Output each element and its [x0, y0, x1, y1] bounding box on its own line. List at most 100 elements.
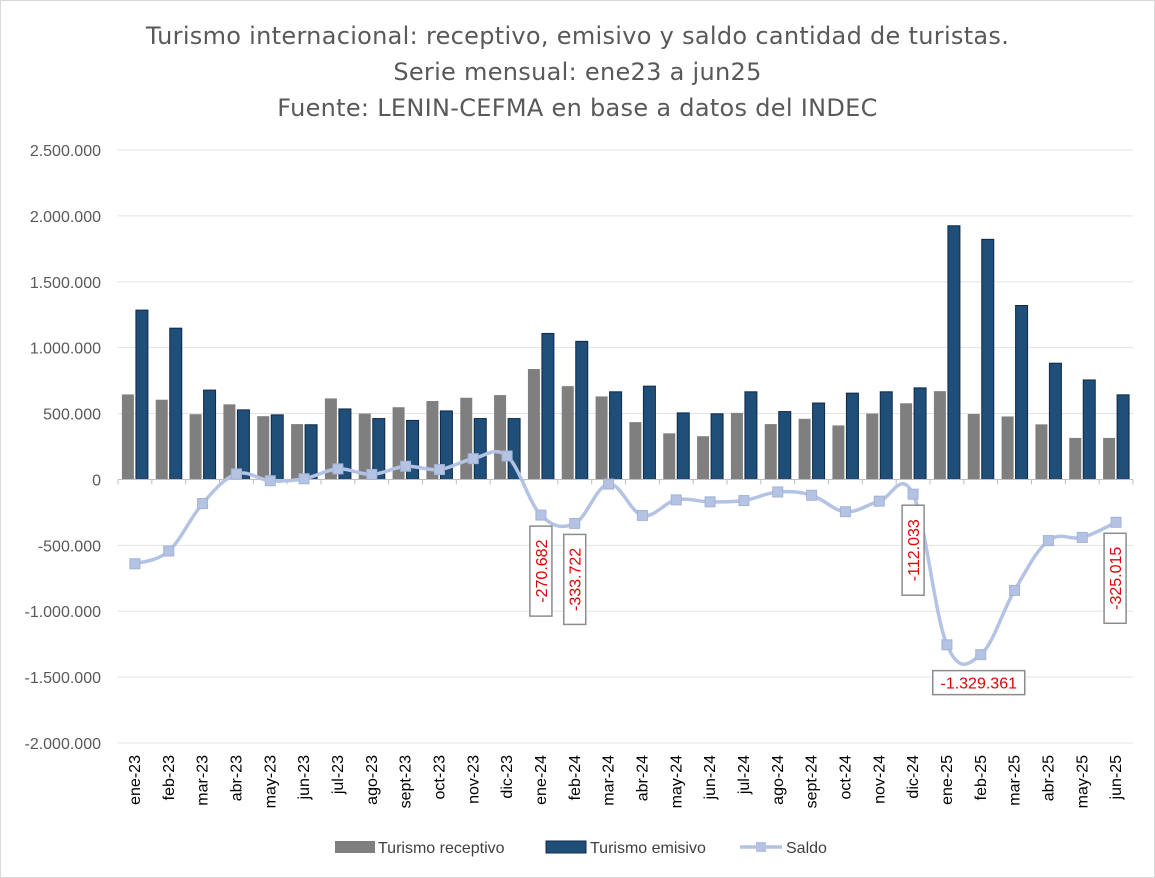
saldo-marker [1009, 584, 1021, 596]
x-tick-label: nov-24 [871, 755, 888, 804]
y-tick-label: 2.000.000 [30, 209, 101, 226]
legend-item-emisivo: Turismo emisivo [545, 840, 706, 857]
x-tick-label: may-23 [262, 755, 279, 808]
bar-emisivo [169, 327, 183, 480]
bar-emisivo [947, 225, 961, 480]
saldo-marker [603, 478, 615, 490]
y-tick-label: 500.000 [43, 407, 101, 424]
x-tick-label: oct-24 [837, 755, 854, 800]
x-tick-label: sept-24 [804, 755, 821, 808]
bar-emisivo [1116, 394, 1130, 480]
bar-emisivo [609, 391, 623, 480]
bar-receptivo [561, 386, 574, 480]
saldo-marker [129, 558, 141, 570]
saldo-marker [636, 509, 648, 521]
saldo-marker [1110, 516, 1122, 528]
saldo-marker [332, 463, 344, 475]
bar-emisivo [473, 418, 487, 480]
legend-label: Turismo receptivo [378, 840, 505, 857]
bar-receptivo [189, 414, 202, 480]
y-tick-label: 0 [92, 472, 101, 489]
saldo-data-label: -333.722 [563, 533, 587, 626]
bar-emisivo [710, 413, 724, 480]
bar-receptivo [1001, 416, 1014, 480]
chart-subtitle: Serie mensual: ene23 a jun25 [393, 58, 762, 86]
x-tick-label: ene-23 [127, 755, 144, 805]
saldo-marker [366, 468, 378, 480]
y-tick-label: -500.000 [38, 538, 101, 555]
bar-receptivo [324, 398, 337, 480]
legend-label: Turismo emisivo [590, 840, 706, 857]
x-tick-label: mar-25 [1007, 755, 1024, 806]
x-tick-label: abr-23 [228, 755, 245, 801]
bar-emisivo [981, 238, 995, 480]
x-tick-label: jul-24 [736, 755, 753, 795]
x-tick-label: feb-24 [567, 755, 584, 800]
x-tick-label: may-25 [1074, 755, 1091, 808]
saldo-marker [1076, 531, 1088, 543]
saldo-marker [1042, 535, 1054, 547]
saldo-marker [941, 639, 953, 651]
bar-receptivo [1103, 437, 1116, 480]
x-tick-label: dic-24 [905, 755, 922, 799]
bar-receptivo [527, 369, 540, 480]
x-tick-label: feb-25 [973, 755, 990, 800]
x-tick-label: ago-23 [364, 755, 381, 805]
saldo-marker [501, 450, 513, 462]
saldo-marker [400, 460, 412, 472]
saldo-data-label: -1.329.361 [932, 669, 1026, 696]
y-tick-label: 2.500.000 [30, 143, 101, 160]
saldo-marker [298, 473, 310, 485]
x-tick-label: jun-23 [296, 755, 313, 801]
bar-receptivo [900, 403, 913, 480]
bar-emisivo [1015, 304, 1029, 480]
bar-receptivo [155, 399, 168, 480]
x-tick-label: jun-25 [1108, 755, 1125, 801]
bar-receptivo [866, 413, 879, 480]
y-tick-label: 1.500.000 [30, 275, 101, 292]
bar-receptivo [629, 422, 642, 480]
bar-receptivo [798, 418, 811, 480]
x-tick-label: dic-23 [499, 755, 516, 799]
x-tick-label: ene-25 [939, 755, 956, 805]
bar-emisivo [1082, 379, 1096, 480]
legend: Turismo receptivo Turismo emisivo Saldo [335, 840, 827, 857]
x-tick-label: mar-23 [195, 755, 212, 806]
data-label-box [901, 504, 925, 596]
bar-receptivo [460, 397, 473, 480]
saldo-marker [670, 494, 682, 506]
legend-label: Saldo [786, 840, 827, 857]
y-tick-label: -2.000.000 [24, 736, 101, 753]
bar-emisivo [1048, 362, 1062, 480]
bar-receptivo [1035, 424, 1048, 480]
saldo-line-group [129, 449, 1122, 666]
data-label-box [1103, 532, 1127, 625]
bar-receptivo [291, 424, 304, 480]
bar-receptivo [595, 396, 608, 480]
bar-receptivo [663, 433, 676, 480]
x-tick-label: sept-23 [398, 755, 415, 808]
saldo-marker [569, 517, 581, 529]
bar-emisivo [203, 389, 217, 480]
x-tick-label: abr-25 [1040, 755, 1057, 801]
saldo-data-label: -270.682 [529, 525, 553, 617]
bar-receptivo [730, 412, 743, 480]
bar-emisivo [304, 424, 318, 480]
bar-emisivo [676, 412, 690, 480]
saldo-marker [230, 468, 242, 480]
bar-receptivo [1069, 437, 1082, 480]
x-tick-label: jun-24 [702, 755, 719, 801]
y-tick-label: -1.500.000 [24, 670, 101, 687]
legend-swatch [545, 840, 587, 854]
saldo-marker [433, 464, 445, 476]
saldo-marker [535, 509, 547, 521]
bar-receptivo [494, 395, 507, 480]
saldo-marker [197, 498, 209, 510]
chart-source: Fuente: LENIN-CEFMA en base a datos del … [277, 94, 878, 122]
bar-receptivo [257, 416, 270, 480]
saldo-marker [264, 475, 276, 487]
x-tick-label: ene-24 [533, 755, 550, 805]
saldo-marker [163, 545, 175, 557]
bar-receptivo [121, 394, 134, 480]
